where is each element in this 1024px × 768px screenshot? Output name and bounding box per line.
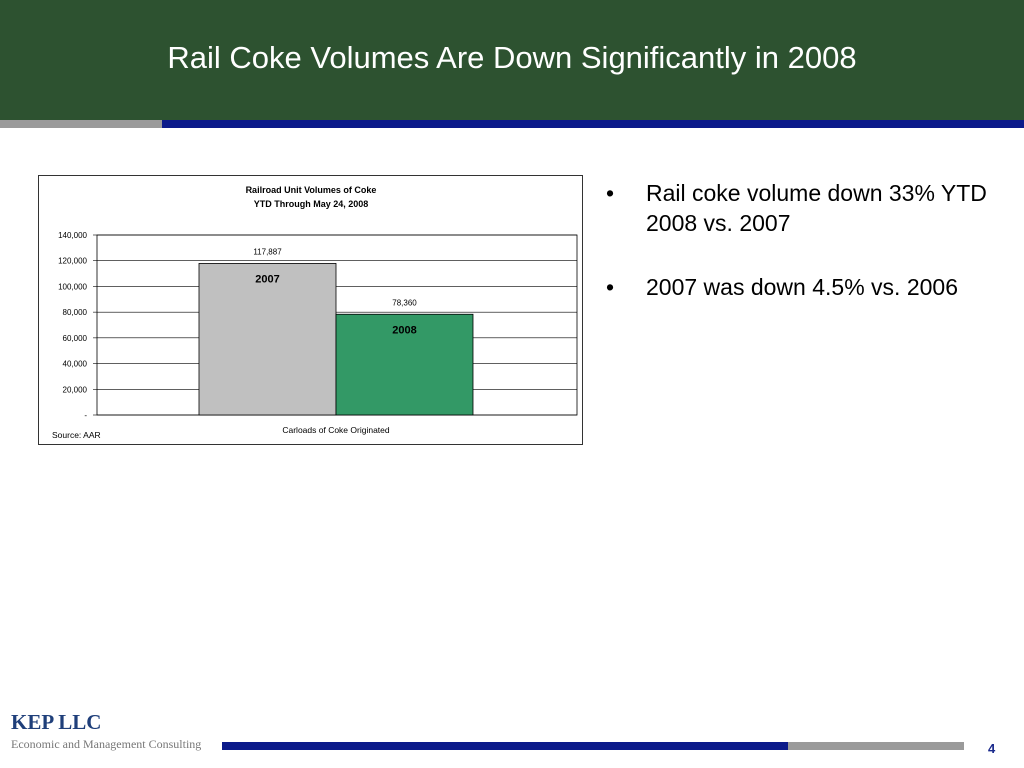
chart-title: Railroad Unit Volumes of Coke xyxy=(246,185,377,195)
bar-2008 xyxy=(335,313,474,416)
footer-stripe-blue xyxy=(222,742,788,750)
bullet-item: • Rail coke volume down 33% YTD 2008 vs.… xyxy=(606,178,1006,238)
bullet-text: Rail coke volume down 33% YTD 2008 vs. 2… xyxy=(646,180,987,236)
chart-frame: Railroad Unit Volumes of Coke YTD Throug… xyxy=(38,175,583,445)
footer-stripe-gray xyxy=(788,742,964,750)
company-tagline: Economic and Management Consulting xyxy=(11,737,202,751)
page-number: 4 xyxy=(988,741,996,756)
x-axis-label: Carloads of Coke Originated xyxy=(282,425,390,435)
y-tick-label: 20,000 xyxy=(63,385,88,394)
y-tick-label: 80,000 xyxy=(63,308,88,317)
y-tick-label: 100,000 xyxy=(58,282,87,291)
data-label: 78,360 xyxy=(392,298,417,307)
bullet-list: • Rail coke volume down 33% YTD 2008 vs.… xyxy=(606,178,1006,336)
chart-subtitle: YTD Through May 24, 2008 xyxy=(254,199,369,209)
bar-2007 xyxy=(198,263,337,416)
slide-title: Rail Coke Volumes Are Down Significantly… xyxy=(167,40,857,75)
coke-volume-chart: Railroad Unit Volumes of Coke YTD Throug… xyxy=(52,185,578,440)
header-stripe-blue xyxy=(162,120,1024,128)
bar-category-label: 2008 xyxy=(392,324,416,336)
y-tick-label: 120,000 xyxy=(58,257,87,266)
bar-category-label: 2007 xyxy=(255,273,279,285)
y-tick-label: 140,000 xyxy=(58,231,87,240)
y-tick-label: 40,000 xyxy=(63,360,88,369)
chart-source: Source: AAR xyxy=(52,430,101,440)
bullet-text: 2007 was down 4.5% vs. 2006 xyxy=(646,274,958,300)
y-tick-label: 60,000 xyxy=(63,334,88,343)
data-label: 117,887 xyxy=(253,247,282,256)
bullet-marker: • xyxy=(606,180,615,206)
bullet-item: • 2007 was down 4.5% vs. 2006 xyxy=(606,272,1006,302)
bullet-marker: • xyxy=(606,274,615,300)
y-tick-label: - xyxy=(84,411,87,420)
slide-header: Rail Coke Volumes Are Down Significantly… xyxy=(0,0,1024,120)
header-stripe-gray xyxy=(0,120,162,128)
company-logo: KEP LLC xyxy=(11,710,102,734)
